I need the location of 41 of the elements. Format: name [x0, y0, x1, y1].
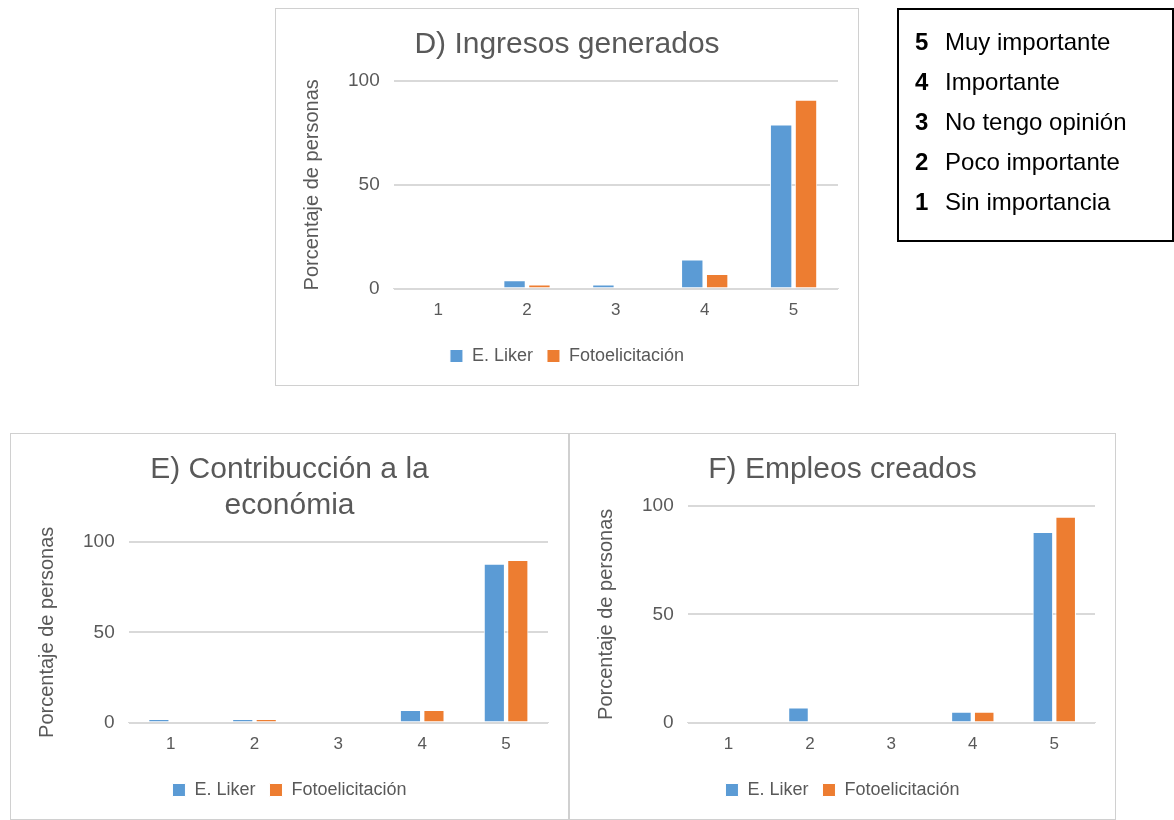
text: 2 Poco importante [915, 147, 1121, 177]
chart-title: F) Empleos creados [708, 451, 977, 485]
x-tick-label: 2 [522, 300, 532, 320]
legend-label: E. Liker [471, 344, 533, 365]
chart-title: D) Ingresos generados [414, 26, 720, 60]
x-tick-label: 5 [788, 300, 799, 320]
legend-label: Fotoelicitación [844, 778, 960, 799]
x-tick-label: 3 [333, 734, 344, 754]
x-tick-label: 1 [723, 734, 734, 754]
x-tick-label: 1 [165, 734, 176, 754]
y-tick-label: 100 [348, 69, 380, 91]
x-tick-label: 1 [433, 300, 443, 320]
y-tick-label: 50 [358, 173, 380, 195]
x-tick-label: 3 [886, 734, 897, 754]
x-tick-label: 4 [417, 734, 427, 754]
y-tick-label: 50 [93, 620, 115, 642]
y-tick-label: 50 [652, 602, 674, 624]
legend-label: E. Liker [747, 778, 809, 799]
text: 3 No tengo opinión [915, 107, 1128, 137]
text: 4 Importante [915, 67, 1061, 97]
legend-label: Fotoelicitación [291, 778, 407, 799]
y-axis-title: Porcentaje de personas [299, 79, 322, 291]
y-tick-label: 0 [663, 710, 674, 732]
y-tick-label: 0 [104, 710, 115, 732]
y-axis-title: Porcentaje de personas [34, 526, 57, 738]
text: 5 Muy importante [915, 27, 1112, 57]
y-axis-title: Porcentaje de personas [593, 508, 616, 720]
legend-label: Fotoelicitación [568, 344, 685, 365]
x-tick-label: 3 [611, 300, 621, 320]
x-tick-label: 5 [1049, 734, 1059, 754]
x-tick-label: 4 [699, 300, 710, 320]
y-tick-label: 0 [369, 276, 380, 298]
x-tick-label: 4 [968, 734, 978, 754]
x-tick-label: 5 [501, 734, 511, 754]
legend-label: E. Liker [194, 778, 256, 799]
x-tick-label: 2 [805, 734, 815, 754]
y-tick-label: 100 [83, 530, 115, 552]
chart-title: E) Contribucción a la económia [150, 451, 430, 521]
text: 1 Sin importancia [915, 187, 1112, 217]
y-tick-label: 100 [642, 494, 674, 516]
x-tick-label: 2 [249, 734, 260, 754]
